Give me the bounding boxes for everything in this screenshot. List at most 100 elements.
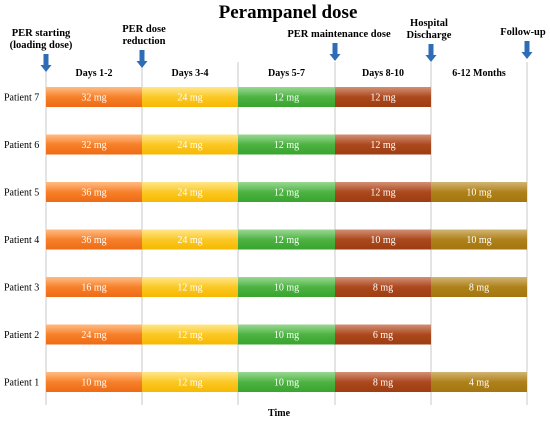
dose-bar-highlight xyxy=(238,324,335,335)
dose-bar-highlight xyxy=(431,277,527,287)
dose-label: 12 mg xyxy=(274,140,299,151)
phase-label-days-3-4: Days 3-4 xyxy=(172,68,209,79)
phase-label-6-12-months: 6-12 Months xyxy=(452,68,506,79)
dose-bar-highlight xyxy=(335,87,431,97)
milestone-label: PER dose xyxy=(122,24,166,35)
dose-label: 12 mg xyxy=(177,378,202,389)
dose-bar-highlight xyxy=(238,134,335,145)
row-label: Patient 2 xyxy=(4,330,39,341)
dose-bar-highlight xyxy=(142,134,238,145)
milestone-per-starting-loading-dose: PER starting(loading dose) xyxy=(10,28,73,72)
row-patient-2: Patient 2 24 mg 12 mg 10 mg 6 mg xyxy=(4,324,431,345)
dose-label: 8 mg xyxy=(469,283,489,294)
milestone-per-maintenance-dose: PER maintenance dose xyxy=(287,29,391,61)
phase-label-days-1-2: Days 1-2 xyxy=(76,68,113,79)
row-label: Patient 3 xyxy=(4,283,39,294)
dose-bar-highlight xyxy=(238,229,335,240)
down-arrow-icon xyxy=(136,50,148,68)
milestone-label: Follow-up xyxy=(500,27,546,38)
down-arrow-icon xyxy=(40,54,52,72)
dose-label: 4 mg xyxy=(469,378,489,389)
dose-label: 32 mg xyxy=(81,140,106,151)
row-patient-1: Patient 1 10 mg 12 mg 10 mg 8 mg 4 mg xyxy=(4,372,527,392)
dose-label: 16 mg xyxy=(81,283,106,294)
dose-bar-highlight xyxy=(142,372,238,382)
dose-bar-highlight xyxy=(335,277,431,287)
dose-bar-highlight xyxy=(335,182,431,192)
dose-label: 12 mg xyxy=(177,330,202,341)
row-label: Patient 1 xyxy=(4,378,39,389)
dose-label: 6 mg xyxy=(373,330,393,341)
milestone-label: PER maintenance dose xyxy=(287,29,391,40)
milestone-label: PER starting xyxy=(12,28,71,39)
milestone-markers: PER starting(loading dose) PER dosereduct… xyxy=(10,18,546,72)
dose-label: 36 mg xyxy=(81,235,106,246)
dose-label: 24 mg xyxy=(177,235,202,246)
dose-label: 10 mg xyxy=(274,330,299,341)
row-patient-7: Patient 7 32 mg 24 mg 12 mg 12 mg xyxy=(4,87,431,107)
dose-bar-highlight xyxy=(46,182,142,192)
dose-label: 10 mg xyxy=(274,378,299,389)
milestone-label: (loading dose) xyxy=(10,40,73,51)
dose-label: 8 mg xyxy=(373,378,393,389)
dose-bar-highlight xyxy=(238,277,335,287)
dose-bar-highlight xyxy=(142,87,238,97)
dose-label: 12 mg xyxy=(274,188,299,199)
dose-label: 24 mg xyxy=(177,140,202,151)
dose-label: 12 mg xyxy=(274,93,299,104)
dose-bar-highlight xyxy=(335,372,431,382)
dose-bar-highlight xyxy=(142,324,238,335)
row-label: Patient 4 xyxy=(4,235,39,246)
row-label: Patient 7 xyxy=(4,93,39,104)
dose-bar-highlight xyxy=(238,182,335,192)
dose-bar-highlight xyxy=(431,229,527,240)
patient-rows: Patient 7 32 mg 24 mg 12 mg 12 mg Patient 6 32… xyxy=(4,87,527,392)
phase-label-days-5-7: Days 5-7 xyxy=(268,68,305,79)
row-patient-5: Patient 5 36 mg 24 mg 12 mg 12 mg 10 mg xyxy=(4,182,527,202)
dose-bar-highlight xyxy=(335,324,431,335)
milestone-label: Hospital xyxy=(410,18,448,29)
dose-bar-highlight xyxy=(142,182,238,192)
dose-bar-highlight xyxy=(431,372,527,382)
dose-bar-highlight xyxy=(46,372,142,382)
dose-label: 32 mg xyxy=(81,93,106,104)
dose-bar-highlight xyxy=(335,134,431,145)
chart-title: Perampanel dose xyxy=(219,2,358,23)
down-arrow-icon xyxy=(425,44,437,62)
milestone-follow-up: Follow-up xyxy=(500,27,546,59)
dose-label: 10 mg xyxy=(466,235,491,246)
dose-bar-highlight xyxy=(335,229,431,240)
dose-bar-highlight xyxy=(46,229,142,240)
dose-bar-highlight xyxy=(142,277,238,287)
down-arrow-icon xyxy=(329,43,341,61)
row-patient-3: Patient 3 16 mg 12 mg 10 mg 8 mg 8 mg xyxy=(4,277,527,297)
dose-bar-highlight xyxy=(431,182,527,192)
dose-label: 12 mg xyxy=(274,235,299,246)
dose-label: 8 mg xyxy=(373,283,393,294)
dose-bar-highlight xyxy=(46,134,142,145)
dose-bar-highlight xyxy=(238,372,335,382)
dose-label: 12 mg xyxy=(370,140,395,151)
x-axis-label: Time xyxy=(268,408,291,419)
row-patient-6: Patient 6 32 mg 24 mg 12 mg 12 mg xyxy=(4,134,431,155)
dose-label: 24 mg xyxy=(81,330,106,341)
dose-label: 10 mg xyxy=(81,378,106,389)
dose-bar-highlight xyxy=(46,277,142,287)
dose-label: 12 mg xyxy=(370,93,395,104)
dose-bar-highlight xyxy=(46,324,142,335)
dose-label: 10 mg xyxy=(370,235,395,246)
milestone-label: reduction xyxy=(123,36,166,47)
dose-label: 36 mg xyxy=(81,188,106,199)
phase-label-days-8-10: Days 8-10 xyxy=(362,68,404,79)
row-label: Patient 6 xyxy=(4,140,39,151)
down-arrow-icon xyxy=(521,41,533,59)
row-patient-4: Patient 4 36 mg 24 mg 12 mg 10 mg 10 mg xyxy=(4,229,527,250)
row-label: Patient 5 xyxy=(4,188,39,199)
dose-bar-highlight xyxy=(46,87,142,97)
dose-label: 12 mg xyxy=(370,188,395,199)
dose-bar-highlight xyxy=(238,87,335,97)
dose-label: 24 mg xyxy=(177,93,202,104)
phase-labels: Days 1-2 Days 3-4 Days 5-7 Days 8-10 6-12 Mo… xyxy=(76,68,506,79)
